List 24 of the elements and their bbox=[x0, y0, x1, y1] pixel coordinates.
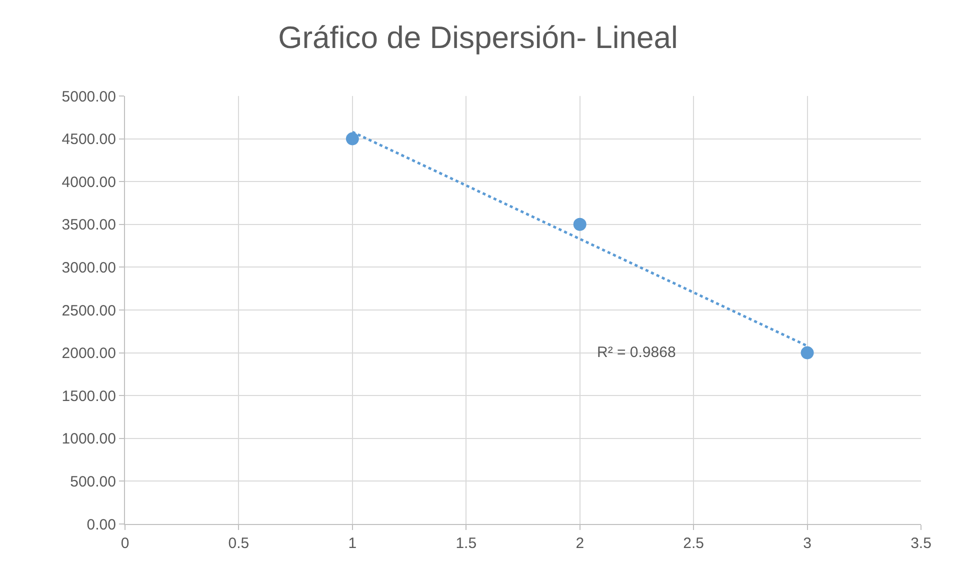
y-tick-label: 1000.00 bbox=[62, 430, 116, 448]
y-tick-label: 5000.00 bbox=[62, 88, 116, 106]
x-tick-label: 2 bbox=[576, 535, 584, 552]
y-tick-label: 4500.00 bbox=[62, 131, 116, 148]
x-tick-label: 0 bbox=[120, 535, 130, 552]
annotation: R² = 0.9868 bbox=[597, 344, 676, 361]
x-tick-label: 1.5 bbox=[456, 535, 477, 552]
y-tick-label: 3500.00 bbox=[62, 216, 116, 234]
x-tick-label: 3 bbox=[803, 535, 812, 552]
y-tick-label: 1500.00 bbox=[62, 388, 116, 405]
y-tick-label: 0.00 bbox=[86, 516, 116, 534]
y-tick-label: 2000.00 bbox=[62, 345, 116, 362]
x-tick-label: 3.5 bbox=[910, 535, 932, 552]
y-tick-label: 500.00 bbox=[70, 473, 116, 490]
point bbox=[573, 218, 586, 231]
y-tick-label: 3000.00 bbox=[62, 259, 116, 276]
y-tick-label: 2500.00 bbox=[62, 302, 116, 320]
point bbox=[346, 132, 359, 146]
x-tick-label: 0.5 bbox=[228, 535, 250, 552]
point bbox=[800, 346, 814, 360]
x-tick-label: 2.5 bbox=[683, 535, 704, 552]
chart-title: Gráfico de Dispersión- Lineal bbox=[278, 20, 678, 55]
y-tick-label: 4000.00 bbox=[62, 174, 116, 191]
x-tick-label: 1 bbox=[348, 535, 357, 552]
